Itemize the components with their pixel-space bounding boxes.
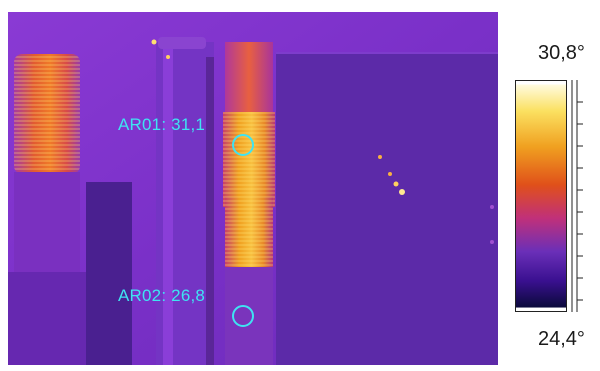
scale-ticks <box>571 80 583 312</box>
marker-ar01-circle <box>232 134 254 156</box>
marker-label-ar01: AR01: 31,1 <box>118 115 206 134</box>
scale-min-label: 24,4° <box>538 328 585 350</box>
thermal-scene <box>8 12 498 365</box>
color-scale-bar <box>515 80 567 312</box>
scale-max-label: 30,8° <box>538 42 585 64</box>
marker-ar02-circle <box>232 305 254 327</box>
thermal-image <box>8 12 498 365</box>
marker-label-ar02: AR02: 26,8 <box>118 286 206 305</box>
